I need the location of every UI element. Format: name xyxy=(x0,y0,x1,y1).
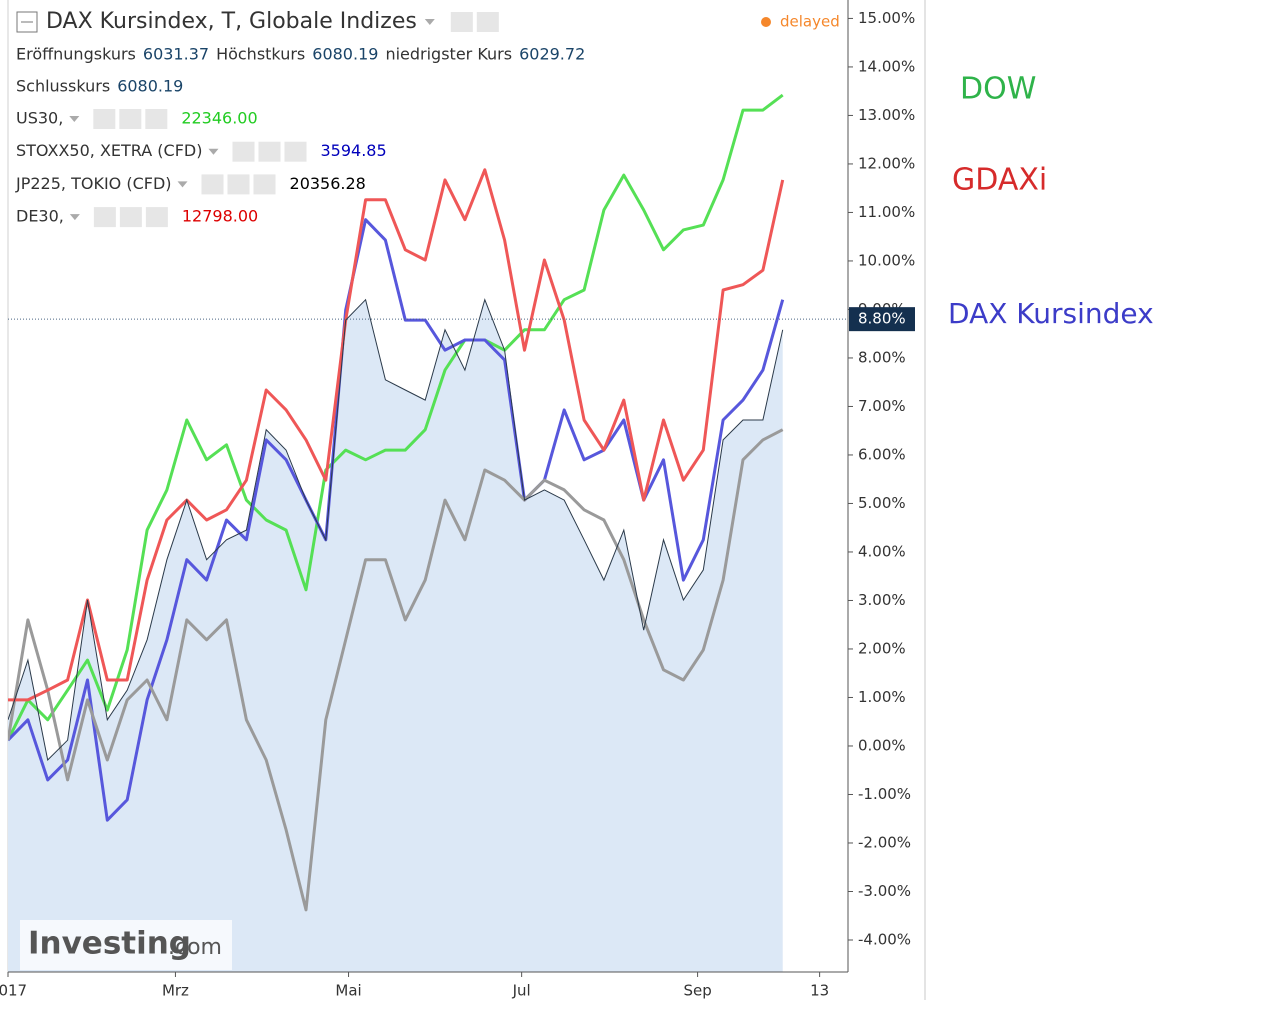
legend-last-price: 22346.00 xyxy=(181,109,257,128)
annotation: DOW xyxy=(960,72,1036,107)
legend-entry: DE30, xyxy=(16,207,64,226)
y-tick-label: 6.00% xyxy=(858,445,906,463)
logo-main: Investing xyxy=(28,926,191,962)
annotation: GDAXi xyxy=(952,163,1047,198)
collapse-icon[interactable] xyxy=(16,11,38,33)
chart-title: DAX Kursindex, T, Globale Indizes xyxy=(46,9,417,34)
annotation: DAX Kursindex xyxy=(948,297,1154,330)
y-tick-label: 10.00% xyxy=(858,251,915,269)
title-icon[interactable] xyxy=(476,12,499,32)
dropdown-caret[interactable] xyxy=(69,214,80,221)
current-value-label: 8.80% xyxy=(858,310,906,328)
ohlc-value: 6080.19 xyxy=(312,45,378,64)
y-tick-label: -3.00% xyxy=(858,882,911,900)
legend-icon[interactable] xyxy=(119,207,142,228)
legend-entry: STOXX50, XETRA (CFD) xyxy=(16,141,202,160)
legend-entry: US30, xyxy=(16,109,63,128)
legend-icon[interactable] xyxy=(93,207,116,228)
legend-icon[interactable] xyxy=(258,141,281,162)
y-tick-label: 8.00% xyxy=(858,348,906,366)
ohlc-label: Schlusskurs xyxy=(16,77,110,96)
series-line xyxy=(8,168,785,702)
x-tick-label: 2017 xyxy=(0,982,27,1000)
status-dot xyxy=(761,17,771,27)
x-tick-label: Mai xyxy=(335,982,361,1000)
y-tick-label: -1.00% xyxy=(858,785,911,803)
y-tick-label: 2.00% xyxy=(858,639,906,657)
logo-suffix: .com xyxy=(168,935,222,960)
legend-last-price: 3594.85 xyxy=(320,141,386,160)
y-tick-label: 1.00% xyxy=(858,688,906,706)
legend-icon[interactable] xyxy=(232,141,255,162)
series-line xyxy=(8,428,784,912)
legend-last-price: 12798.00 xyxy=(182,207,258,226)
logo-bg xyxy=(20,920,232,970)
current-value-tag xyxy=(849,307,915,332)
plot-area xyxy=(8,93,785,972)
y-tick-label: 0.00% xyxy=(858,736,906,754)
y-tick-label: 15.00% xyxy=(858,9,915,27)
legend-icon[interactable] xyxy=(145,109,168,129)
dropdown-caret[interactable] xyxy=(69,116,80,122)
x-tick-label: Jul xyxy=(512,982,531,1000)
legend-icon[interactable] xyxy=(93,109,116,129)
status: delayed xyxy=(780,13,840,31)
y-tick-label: 5.00% xyxy=(858,494,906,512)
y-tick-label: 11.00% xyxy=(858,203,915,221)
x-tick-label: Sep xyxy=(683,982,711,1000)
ohlc-label: Höchstkurs xyxy=(216,45,305,64)
legend-icon[interactable] xyxy=(227,174,250,195)
y-tick-label: -4.00% xyxy=(858,930,911,948)
ohlc-label: niedrigster Kurs xyxy=(385,45,512,64)
dropdown-caret[interactable] xyxy=(177,181,188,188)
legend-icon[interactable] xyxy=(145,207,168,228)
y-tick-label: -2.00% xyxy=(858,833,911,851)
title-icon[interactable] xyxy=(450,12,473,32)
series-line xyxy=(8,218,785,822)
main-line xyxy=(8,298,784,762)
y-tick-label: 4.00% xyxy=(858,542,906,560)
y-tick-label: 14.00% xyxy=(858,57,915,75)
ohlc-value: 6029.72 xyxy=(519,45,585,64)
series-line xyxy=(8,93,784,741)
dropdown-caret[interactable] xyxy=(208,148,219,155)
main-area xyxy=(8,299,783,972)
legend-icon[interactable] xyxy=(119,109,142,129)
ohlc-label: Eröffnungskurs xyxy=(16,45,136,64)
y-tick-label: 3.00% xyxy=(858,591,906,609)
legend-icon[interactable] xyxy=(201,174,224,195)
dropdown-caret[interactable] xyxy=(424,19,435,25)
legend-entry: JP225, TOKIO (CFD) xyxy=(15,174,172,193)
y-tick-label: 7.00% xyxy=(858,397,906,415)
legend-last-price: 20356.28 xyxy=(290,174,366,193)
ohlc-value: 6080.19 xyxy=(117,77,183,96)
y-tick-label: 13.00% xyxy=(858,106,915,124)
legend-icon[interactable] xyxy=(253,174,276,195)
ohlc-value: 6031.37 xyxy=(143,45,209,64)
x-tick-label: 13 xyxy=(810,982,829,1000)
x-tick-label: Mrz xyxy=(162,982,189,1000)
legend-icon[interactable] xyxy=(284,141,307,162)
y-tick-label: 12.00% xyxy=(858,154,915,172)
